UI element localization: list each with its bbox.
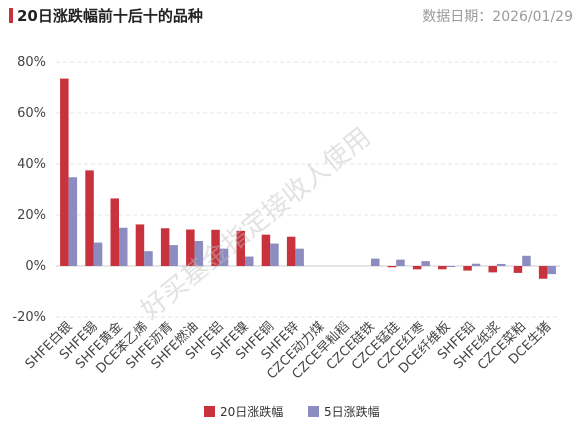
bar-20d	[438, 266, 447, 270]
chart-title: 20日涨跌幅前十后十的品种	[17, 7, 203, 25]
bar-5d	[93, 242, 103, 266]
bar-5d	[497, 263, 506, 266]
bar-5d	[421, 261, 430, 266]
bar-20d	[513, 266, 523, 273]
y-tick-label: 40%	[17, 157, 46, 172]
bar-20d	[110, 198, 119, 266]
bar-5d	[295, 248, 304, 266]
y-tick-label: 80%	[17, 55, 46, 70]
bar-20d	[538, 266, 548, 279]
bar-20d	[286, 236, 296, 266]
bar-20d	[236, 230, 245, 266]
bar-5d	[169, 245, 178, 266]
bar-5d	[522, 255, 531, 266]
y-tick-label: -20%	[12, 310, 46, 325]
bar-20d	[463, 266, 472, 271]
bar-5d	[194, 241, 204, 266]
bar-5d	[446, 266, 456, 267]
watermark-text: 好买基金指定接收人使用	[136, 122, 377, 325]
bar-20d	[160, 228, 170, 266]
bar-5d	[119, 227, 128, 266]
chart-header: 20日涨跌幅前十后十的品种 数据日期：2026/01/29	[0, 0, 579, 32]
bar-20d	[186, 229, 195, 266]
legend-swatch	[308, 406, 319, 417]
bar-layer	[60, 78, 556, 279]
bar-20d	[261, 234, 271, 266]
bar-20d	[85, 170, 94, 266]
legend-swatch	[204, 406, 215, 417]
bar-20d	[60, 78, 69, 266]
y-tick-label: 20%	[17, 208, 46, 223]
title-accent-bar	[9, 8, 13, 23]
legend: 20日涨跌幅 5日涨跌幅	[204, 404, 380, 419]
bar-5d	[396, 259, 405, 266]
bar-20d	[387, 266, 397, 268]
bar-20d	[211, 229, 220, 266]
bar-5d	[270, 243, 279, 266]
bar-20d	[488, 266, 497, 273]
data-date: 数据日期：2026/01/29	[422, 9, 573, 25]
y-tick-label: 0%	[25, 259, 46, 274]
bar-20d	[412, 266, 422, 270]
bar-5d	[68, 177, 78, 266]
bar-5d	[245, 256, 254, 266]
legend-label: 5日涨跌幅	[324, 404, 380, 419]
bar-20d	[135, 224, 145, 266]
bar-5d	[219, 248, 229, 266]
legend-label: 20日涨跌幅	[220, 404, 283, 419]
bar-5d	[144, 251, 153, 266]
bar-5d	[371, 258, 380, 266]
y-tick-label: 60%	[17, 106, 46, 121]
bar-5d	[547, 266, 556, 275]
bar-5d	[471, 263, 481, 266]
